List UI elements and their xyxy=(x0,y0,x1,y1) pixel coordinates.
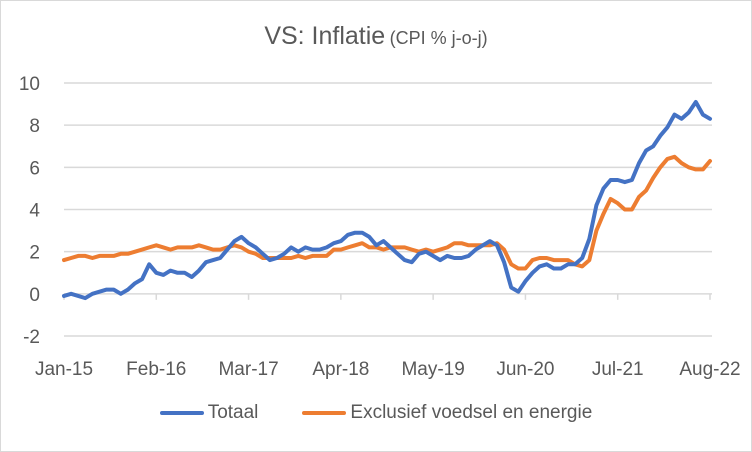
chart-title-main: VS: Inflatie xyxy=(264,22,386,50)
x-axis-tick-labels: Jan-15 Feb-16 Mar-17 Apr-18 May-19 Jun-20 Jul-… xyxy=(35,359,741,380)
x-tick-label: Apr-18 xyxy=(312,359,369,380)
y-tick-label: 0 xyxy=(29,285,40,306)
x-axis xyxy=(63,293,712,300)
chart-subtitle: (CPI % j-o-j) xyxy=(389,28,488,48)
x-tick-label: Jun-20 xyxy=(496,359,554,380)
chart-title: VS: Inflatie (CPI % j-o-j) xyxy=(0,22,752,51)
x-tick-label: May-19 xyxy=(401,359,464,380)
legend-swatch-core xyxy=(302,411,347,415)
gridlines xyxy=(64,82,712,337)
series-line-totaal xyxy=(62,100,712,301)
legend-label-totaal: Totaal xyxy=(207,402,259,423)
y-tick-label: -2 xyxy=(23,327,40,348)
x-tick-label: Aug-22 xyxy=(679,359,740,380)
x-tick-label: Jan-15 xyxy=(35,359,93,380)
legend-label-core: Exclusief voedsel en energie xyxy=(350,402,593,423)
legend-swatch-totaal xyxy=(159,411,204,415)
y-axis-tick-labels: 10 8 6 4 2 0 -2 xyxy=(19,74,41,348)
x-tick-label: Jul-21 xyxy=(592,359,644,380)
y-tick-label: 4 xyxy=(29,201,40,222)
y-tick-label: 2 xyxy=(29,243,40,264)
legend-item-totaal[interactable]: Totaal xyxy=(159,402,259,424)
legend-item-core[interactable]: Exclusief voedsel en energie xyxy=(302,402,592,424)
series-line-core xyxy=(62,154,712,271)
legend: Totaal Exclusief voedsel en energie xyxy=(0,402,752,424)
y-tick-label: 8 xyxy=(29,116,40,137)
y-tick-label: 10 xyxy=(19,74,40,95)
series-lines xyxy=(62,100,712,301)
x-tick-label: Mar-17 xyxy=(218,359,278,380)
y-tick-label: 6 xyxy=(29,158,40,179)
x-tick-label: Feb-16 xyxy=(126,359,186,380)
